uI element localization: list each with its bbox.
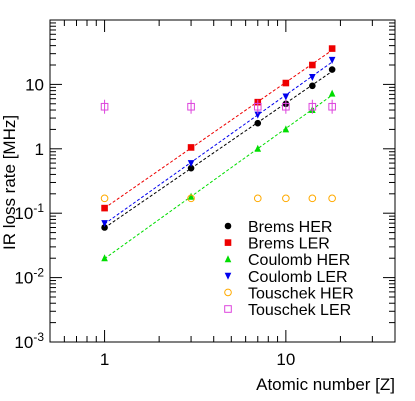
data-point (282, 102, 290, 111)
data-point (101, 204, 108, 212)
data-point (328, 102, 336, 111)
legend-marker (224, 305, 232, 313)
y-tick-label: 10-2 (14, 266, 44, 288)
legend-label: Touschek LER (248, 302, 351, 319)
data-point (187, 164, 195, 172)
fit-lines (104, 49, 333, 260)
data-point (309, 61, 316, 69)
x-tick-label: 10 (276, 350, 295, 369)
data-point (187, 194, 195, 203)
legend-label: Brems HER (248, 219, 332, 236)
data-point (100, 102, 109, 111)
legend-marker (224, 222, 232, 230)
data-point (309, 74, 316, 82)
y-tick-label: 1 (35, 140, 44, 159)
legend-label: Brems LER (248, 236, 330, 253)
data-point (187, 160, 195, 168)
y-tick-label: 10-3 (14, 330, 44, 352)
fit-line (104, 49, 333, 209)
data-point (254, 111, 262, 119)
data-point (309, 82, 316, 90)
legend-marker (224, 288, 232, 297)
data-point (282, 79, 290, 87)
y-tick-labels: 10-3 10-2 10-1 1 10 (14, 75, 44, 352)
fit-line (104, 70, 333, 229)
x-axis-title: Atomic number [Z] (256, 375, 395, 394)
y-tick-label: 10-1 (14, 201, 44, 223)
data-point (254, 119, 262, 127)
y-tick-label: 10 (25, 75, 44, 94)
data-point (101, 254, 108, 262)
data-point (253, 194, 262, 203)
data-point (308, 194, 317, 203)
data-point (282, 93, 290, 101)
data-point (282, 194, 290, 203)
data-point (254, 144, 262, 152)
data-point (187, 192, 195, 200)
data-point (328, 66, 336, 73)
data-point (328, 89, 336, 97)
data-point (308, 102, 317, 111)
x-tick-labels: 1 10 (100, 350, 295, 369)
legend-label: Touschek HER (248, 285, 354, 302)
data-point (328, 45, 336, 52)
data-point (253, 102, 262, 111)
legend-marker (224, 239, 232, 246)
legend-marker (224, 255, 232, 263)
data-points (100, 45, 336, 262)
data-point (187, 144, 195, 151)
fit-line (104, 94, 333, 260)
y-axis-title: IR loss rate [MHz] (0, 115, 19, 250)
data-point (328, 56, 336, 64)
data-point (101, 224, 108, 231)
data-point (101, 220, 108, 228)
legend-label: Coulomb LER (248, 269, 348, 286)
data-point (100, 194, 109, 203)
legend-label: Coulomb HER (248, 252, 350, 269)
data-point (187, 102, 195, 111)
axis-ticks (49, 19, 396, 343)
plot-frame (49, 19, 396, 343)
x-tick-label: 1 (100, 350, 109, 369)
data-point (328, 194, 336, 203)
legend-marker (224, 272, 232, 280)
data-point (282, 125, 290, 133)
fit-line (104, 61, 333, 225)
